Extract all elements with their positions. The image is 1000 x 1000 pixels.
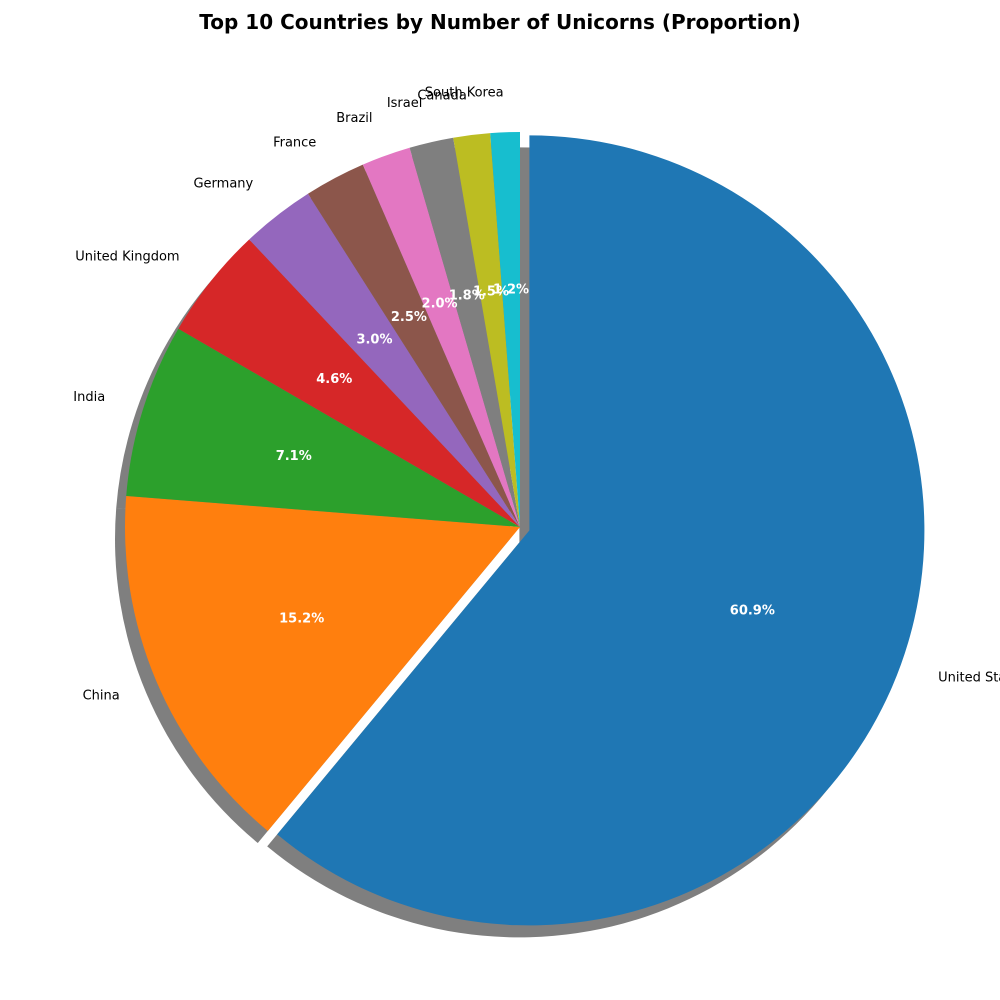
slice-label-india: India	[73, 390, 105, 405]
slice-percent-brazil: 2.0%	[422, 297, 458, 312]
pie-percent-layer: 60.9% 15.2% 7.1% 4.6% 3.0% 2.5%2.0%1.8%1.5%1.…	[276, 283, 775, 627]
slice-label-south-korea: South Korea	[425, 85, 504, 100]
slice-label-israel: Israel	[387, 96, 423, 111]
pie-slice-united-states	[277, 135, 925, 926]
pie-slice-germany	[249, 193, 520, 527]
slice-percent-united-kingdom: 4.6%	[316, 372, 352, 387]
slice-label-france: France	[273, 136, 316, 151]
slice-percent-germany: 3.0%	[356, 332, 392, 347]
slice-percent-israel: 1.8%	[449, 289, 485, 304]
pie-slice-layer	[124, 132, 925, 926]
chart-title: Top 10 Countries by Number of Unicorns (…	[199, 10, 801, 34]
slice-label-brazil: Brazil	[336, 111, 372, 126]
slice-label-germany: Germany	[193, 177, 253, 192]
slice-label-united-kingdom: United Kingdom	[75, 250, 179, 265]
pie-slice-united-kingdom	[178, 239, 520, 527]
slice-percent-france: 2.5%	[391, 310, 427, 325]
slice-label-canada: Canada	[417, 88, 466, 103]
pie-slice-india	[126, 328, 520, 527]
slice-percent-south-korea: 1.2%	[493, 283, 529, 298]
slice-percent-india: 7.1%	[276, 449, 312, 464]
pie-label-layer: United States China India United Kingdom Ger…	[73, 85, 1000, 703]
pie-slice-south-korea	[490, 132, 520, 527]
slice-percent-canada: 1.5%	[473, 284, 509, 299]
slice-label-china: China	[83, 689, 120, 704]
pie-slice-france	[307, 164, 520, 528]
pie-slice-china	[124, 495, 520, 832]
pie-slice-brazil	[362, 147, 520, 527]
slice-label-united-states: United States	[938, 670, 1000, 685]
pie-slice-israel	[409, 137, 520, 527]
slice-percent-united-states: 60.9%	[730, 603, 775, 618]
pie-slice-canada	[453, 133, 520, 527]
slice-percent-china: 15.2%	[279, 612, 324, 627]
